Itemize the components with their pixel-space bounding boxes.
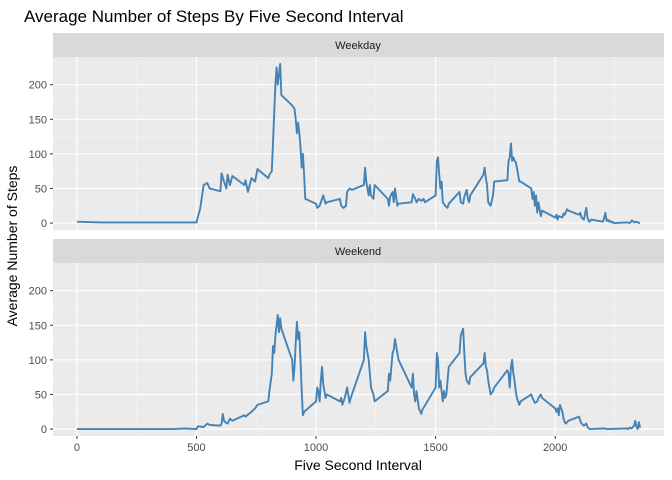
y-tick-label: 200 bbox=[29, 80, 47, 92]
x-tick-label: 1500 bbox=[423, 442, 447, 454]
x-tick-label: 1000 bbox=[304, 442, 328, 454]
series-layer bbox=[76, 313, 642, 431]
y-axis-ticks: 0 50 100 150 200 bbox=[29, 80, 53, 230]
y-tick-label: 0 bbox=[41, 424, 47, 436]
x-axis-ticks: 0 500 1000 1500 2000 bbox=[74, 436, 567, 454]
y-axis-ticks: 0 50 100 150 200 bbox=[29, 286, 53, 436]
facet-weekend: Weekend 0 50 100 150 200 bbox=[29, 239, 664, 436]
strip-background bbox=[53, 239, 664, 263]
series-line-weekday bbox=[76, 62, 641, 225]
y-tick-label: 150 bbox=[29, 320, 47, 332]
x-tick-label: 2000 bbox=[543, 442, 567, 454]
y-tick-label: 100 bbox=[29, 149, 47, 161]
facet-weekday: Weekday 0 50 100 150 200 bbox=[29, 33, 664, 230]
strip-label-weekend: Weekend bbox=[335, 246, 381, 258]
y-tick-label: 200 bbox=[29, 286, 47, 298]
series-layer bbox=[76, 62, 641, 225]
strip-background bbox=[53, 33, 664, 57]
y-tick-label: 50 bbox=[35, 389, 47, 401]
strip-label-weekday: Weekday bbox=[335, 40, 381, 52]
panel-background bbox=[53, 263, 664, 436]
x-tick-label: 0 bbox=[74, 442, 80, 454]
chart-title: Average Number of Steps By Five Second I… bbox=[24, 7, 404, 26]
panel-background bbox=[53, 57, 664, 230]
x-tick-label: 500 bbox=[187, 442, 205, 454]
y-tick-label: 0 bbox=[41, 218, 47, 230]
x-axis-title: Five Second Interval bbox=[294, 457, 422, 473]
y-tick-label: 150 bbox=[29, 114, 47, 126]
y-axis-title: Average Number of Steps bbox=[4, 166, 20, 327]
series-line-weekend bbox=[76, 313, 642, 431]
y-tick-label: 100 bbox=[29, 355, 47, 367]
y-tick-label: 50 bbox=[35, 183, 47, 195]
